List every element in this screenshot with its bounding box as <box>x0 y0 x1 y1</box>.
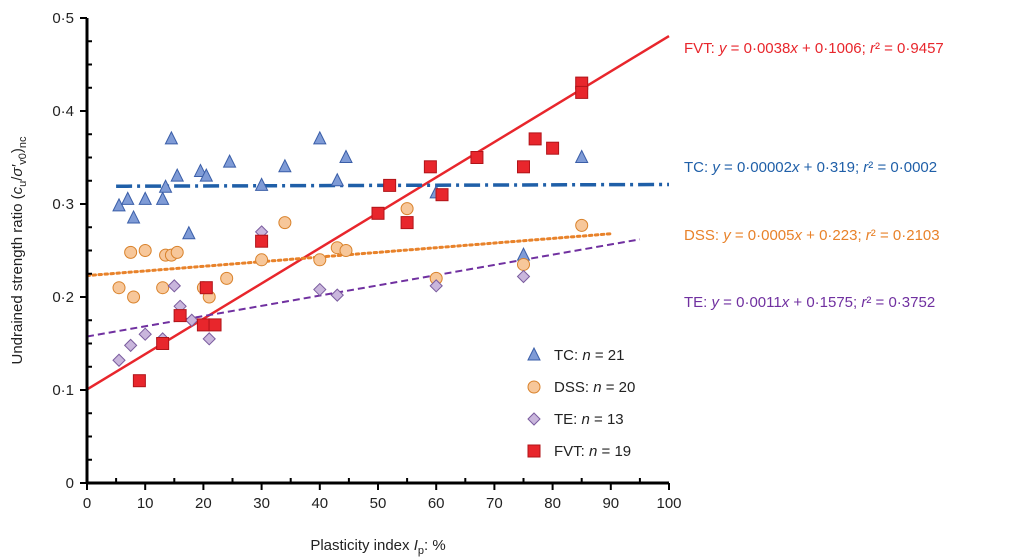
point-tc <box>138 191 153 205</box>
points-layer <box>112 76 589 388</box>
point-fvt <box>173 309 187 323</box>
point-te <box>112 353 126 367</box>
point-dss <box>400 202 414 216</box>
point-fvt <box>156 337 170 350</box>
point-dss <box>112 281 126 295</box>
equation-te: TE: y = 0·0011x + 0·1575; r² = 0·3752 <box>684 294 935 311</box>
x-tick-label: 50 <box>370 495 387 512</box>
point-dss <box>220 271 234 285</box>
y-tick-label: 0·1 <box>52 382 74 399</box>
legend-marker-fvt <box>527 444 541 458</box>
point-tc <box>254 177 269 191</box>
point-fvt <box>196 318 210 332</box>
point-fvt <box>199 281 213 295</box>
legend-marker-tc <box>527 346 541 361</box>
point-tc <box>312 130 327 145</box>
point-fvt <box>400 216 414 230</box>
x-tick-label: 10 <box>137 495 154 512</box>
point-te <box>185 313 199 327</box>
point-tc <box>155 191 170 205</box>
point-fvt <box>546 141 560 155</box>
legend: TC: n = 21 DSS: n = 20 TE: n = 13 FVT: n = … <box>527 346 635 460</box>
point-tc <box>222 154 237 168</box>
point-tc <box>182 225 196 240</box>
point-tc <box>278 158 292 173</box>
legend-label-te: TE: n = 13 <box>554 411 624 428</box>
legend-marker-dss <box>527 380 541 394</box>
point-fvt <box>575 85 589 99</box>
point-te <box>167 279 182 293</box>
legend-marker-te <box>527 412 541 426</box>
point-dss <box>278 216 292 230</box>
point-tc <box>158 179 173 193</box>
x-tick-label: 40 <box>311 495 328 512</box>
y-tick-label: 0·2 <box>52 289 74 306</box>
point-tc <box>339 149 353 163</box>
point-fvt <box>371 206 385 220</box>
point-dss <box>313 253 327 267</box>
y-tick-label: 0·5 <box>52 10 74 27</box>
point-tc <box>120 191 135 205</box>
point-fvt <box>470 151 484 164</box>
equation-fvt: FVT: y = 0·0038x + 0·1006; r² = 0·9457 <box>684 40 944 57</box>
x-axis-title: Plasticity index Ip: % <box>310 537 445 557</box>
point-fvt <box>255 234 269 248</box>
x-tick-label: 30 <box>253 495 270 512</box>
point-te <box>330 288 344 302</box>
x-tick-label: 100 <box>656 495 681 512</box>
x-tick-label: 0 <box>83 495 91 512</box>
point-te <box>429 279 443 293</box>
point-fvt <box>383 178 397 192</box>
legend-label-dss: DSS: n = 20 <box>554 379 635 396</box>
x-tick-label: 90 <box>602 495 619 512</box>
point-fvt <box>132 374 146 388</box>
point-dss <box>575 218 589 232</box>
y-tick-label: 0·3 <box>52 196 74 213</box>
point-dss <box>339 244 353 257</box>
point-fvt <box>517 160 530 174</box>
y-tick-label: 0·4 <box>52 103 74 120</box>
point-tc <box>126 209 141 224</box>
point-tc <box>170 167 185 182</box>
point-tc <box>193 163 208 177</box>
y-axis-title: Undrained strength ratio (cu/σ′v0)nc <box>9 136 29 364</box>
point-tc <box>112 197 126 212</box>
point-dss <box>138 244 152 257</box>
point-fvt <box>528 132 542 146</box>
point-dss <box>170 245 184 259</box>
y-tick-label: 0 <box>66 475 74 492</box>
axes: 0 10 20 30 40 50 60 70 80 90 100 0 0·1 0·2 0·3 0·4 0·5 Pl… <box>9 10 682 557</box>
point-fvt <box>435 188 449 202</box>
x-tick-label: 70 <box>486 495 503 512</box>
equations: FVT: y = 0·0038x + 0·1006; r² = 0·9457 TC… <box>684 40 944 311</box>
point-te <box>202 332 216 346</box>
point-tc <box>199 167 214 182</box>
equation-tc: TC: y = 0·00002x + 0·319; r² = 0·0002 <box>684 159 937 176</box>
x-tick-label: 20 <box>195 495 212 512</box>
point-fvt <box>208 318 222 332</box>
point-te <box>516 269 531 284</box>
point-tc <box>330 172 345 187</box>
point-te <box>313 282 327 297</box>
x-tick-label: 80 <box>544 495 561 512</box>
point-te <box>123 338 138 353</box>
legend-label-tc: TC: n = 21 <box>554 347 624 364</box>
point-tc <box>164 130 179 145</box>
legend-label-fvt: FVT: n = 19 <box>554 443 631 460</box>
point-dss <box>156 281 170 295</box>
point-dss <box>517 257 530 271</box>
equation-dss: DSS: y = 0·0005x + 0·223; r² = 0·2103 <box>684 227 940 244</box>
point-dss <box>255 253 269 267</box>
point-tc <box>574 149 589 163</box>
point-dss <box>124 245 138 259</box>
point-fvt <box>423 160 437 174</box>
point-te <box>138 327 152 341</box>
x-tick-label: 60 <box>428 495 445 512</box>
point-dss <box>127 290 141 304</box>
